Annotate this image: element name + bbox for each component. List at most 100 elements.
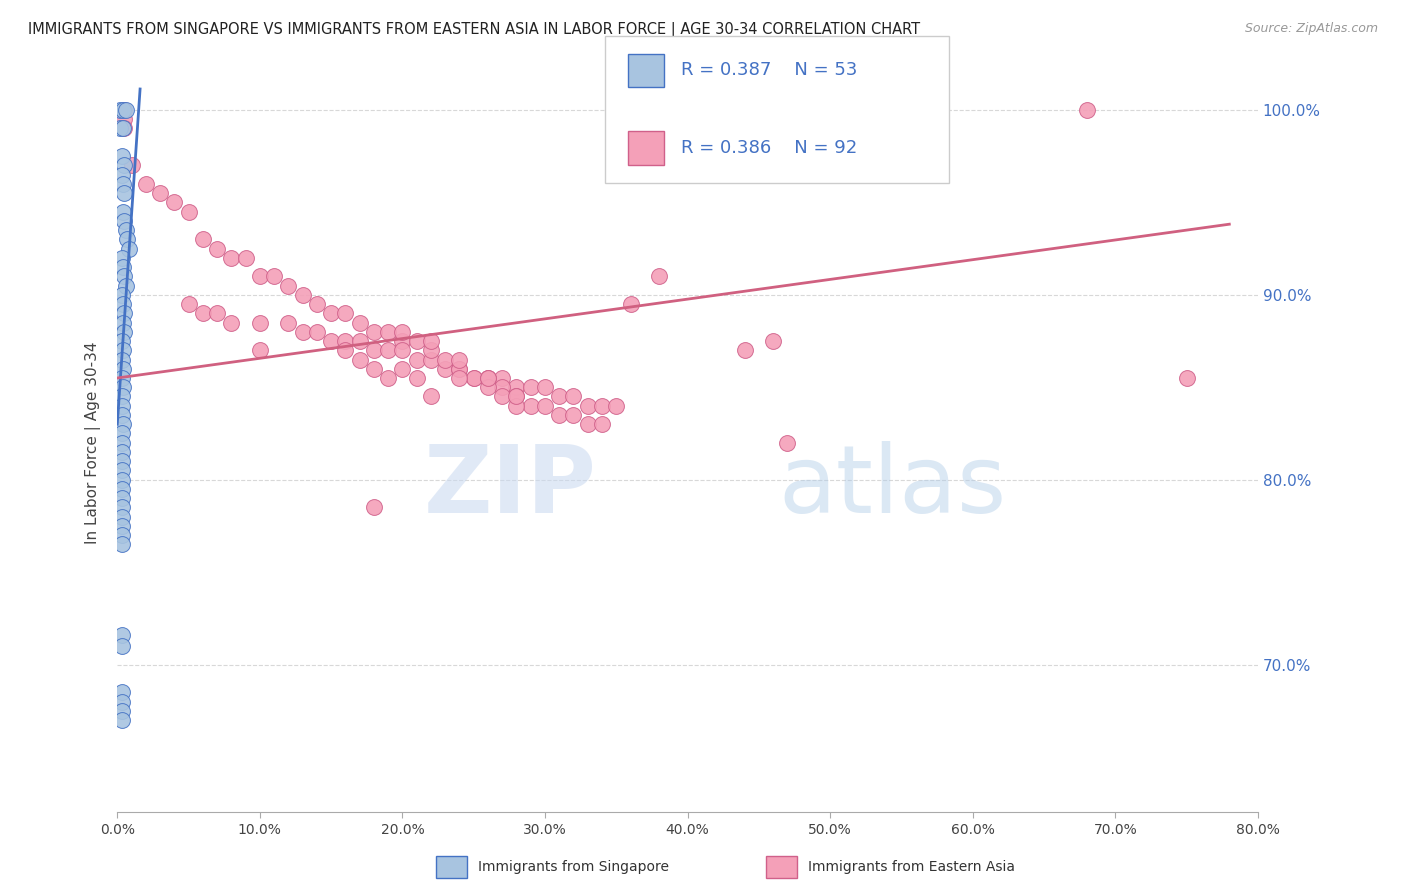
Point (591, 399, 613, 413)
Point (110, 168, 132, 182)
Point (591, 417, 613, 432)
Point (734, 343, 756, 358)
Point (249, 269, 271, 284)
Point (111, 343, 134, 358)
Point (363, 343, 385, 358)
Point (249, 316, 271, 330)
Point (321, 306, 343, 320)
Point (111, 417, 134, 432)
Point (1076, 103, 1098, 117)
Point (391, 361, 413, 376)
Text: R = 0.386    N = 92: R = 0.386 N = 92 (681, 139, 856, 157)
Point (505, 390, 527, 404)
Point (405, 371, 427, 385)
Point (305, 325, 328, 339)
Point (114, 223, 136, 237)
Point (335, 343, 357, 358)
Point (110, 149, 132, 163)
Point (405, 334, 427, 348)
Point (112, 103, 135, 117)
Text: ZIP: ZIP (423, 441, 596, 533)
Point (110, 371, 132, 385)
Point (419, 343, 441, 358)
Point (110, 509, 132, 524)
Point (363, 500, 385, 515)
Point (110, 628, 132, 642)
Point (111, 204, 134, 219)
Point (235, 251, 257, 265)
Point (110, 694, 132, 708)
Y-axis label: In Labor Force | Age 30-34: In Labor Force | Age 30-34 (86, 342, 101, 544)
Point (419, 334, 441, 348)
Point (776, 435, 799, 450)
Point (505, 390, 527, 404)
Point (291, 325, 314, 339)
Point (491, 380, 513, 394)
Point (377, 371, 399, 385)
Point (112, 306, 135, 320)
Point (112, 121, 135, 136)
Point (405, 352, 427, 367)
Point (110, 704, 132, 718)
Point (463, 371, 485, 385)
Point (477, 371, 499, 385)
Point (111, 177, 134, 191)
Point (1175, 371, 1198, 385)
Point (177, 297, 200, 311)
Point (110, 537, 132, 551)
Point (110, 352, 132, 367)
Point (519, 399, 541, 413)
Point (363, 361, 385, 376)
Point (449, 361, 471, 376)
Point (477, 371, 499, 385)
Point (110, 473, 132, 487)
Point (112, 186, 135, 201)
Point (110, 639, 132, 653)
Point (111, 260, 134, 274)
Point (519, 380, 541, 394)
Point (391, 343, 413, 358)
Point (419, 352, 441, 367)
Point (110, 251, 132, 265)
Point (177, 204, 200, 219)
Point (562, 390, 585, 404)
Point (605, 399, 627, 413)
Point (110, 426, 132, 441)
Point (111, 121, 134, 136)
Point (110, 519, 132, 533)
Point (135, 177, 157, 191)
Point (112, 158, 135, 172)
Point (111, 380, 134, 394)
Point (335, 334, 357, 348)
Point (505, 380, 527, 394)
Point (149, 186, 172, 201)
Point (110, 408, 132, 422)
Point (112, 214, 135, 228)
Point (377, 325, 399, 339)
Point (111, 316, 134, 330)
Point (163, 195, 186, 210)
Point (477, 371, 499, 385)
Point (349, 316, 371, 330)
Point (335, 306, 357, 320)
Point (477, 380, 499, 394)
Point (191, 232, 214, 246)
Point (110, 454, 132, 468)
Point (434, 352, 457, 367)
Point (434, 361, 457, 376)
Point (576, 417, 599, 432)
Point (110, 399, 132, 413)
Text: IMMIGRANTS FROM SINGAPORE VS IMMIGRANTS FROM EASTERN ASIA IN LABOR FORCE | AGE 3: IMMIGRANTS FROM SINGAPORE VS IMMIGRANTS … (28, 22, 921, 38)
Point (205, 242, 228, 256)
Point (111, 297, 134, 311)
Point (121, 158, 143, 172)
Point (110, 435, 132, 450)
Point (548, 390, 571, 404)
Point (110, 528, 132, 542)
Point (110, 334, 132, 348)
Point (112, 325, 135, 339)
Point (463, 371, 485, 385)
Point (111, 103, 134, 117)
Text: Source: ZipAtlas.com: Source: ZipAtlas.com (1244, 22, 1378, 36)
Point (191, 306, 214, 320)
